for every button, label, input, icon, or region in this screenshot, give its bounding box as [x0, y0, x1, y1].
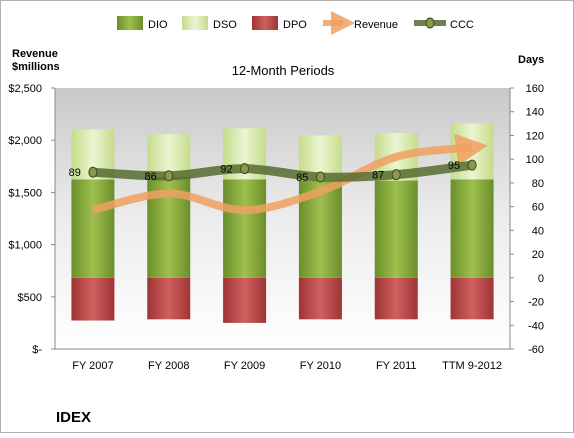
left-tick-label-5: $2,500 [8, 83, 42, 95]
ccc-label-1: 86 [145, 171, 157, 183]
bar-dpo-3 [298, 277, 342, 320]
bar-dio-4 [374, 180, 418, 278]
right-tick-label-7: 80 [532, 178, 544, 190]
legend-label-dpo: DPO [283, 19, 307, 31]
right-tick-label-9: 120 [526, 130, 544, 142]
right-tick-label-0: -60 [528, 344, 544, 356]
left-axis-title-line1: Revenue [12, 48, 58, 60]
legend-swatch-dpo [252, 16, 278, 30]
ccc-point-0 [88, 166, 98, 178]
legend-marker-ccc [425, 17, 435, 29]
ccc-label-0: 89 [69, 167, 81, 179]
ccc-label-4: 87 [372, 170, 384, 182]
bar-dso-1 [147, 134, 191, 177]
left-tick-label-1: $500 [18, 292, 42, 304]
right-tick-label-10: 140 [526, 107, 544, 119]
x-tick-label-4: FY 2011 [376, 360, 417, 372]
bar-dpo-4 [374, 277, 418, 320]
ccc-line [88, 160, 477, 182]
chart-title: 12-Month Periods [232, 63, 335, 78]
left-tick-label-3: $1,500 [8, 187, 42, 199]
bar-dpo-0 [71, 277, 115, 321]
right-tick-label-8: 100 [526, 154, 544, 166]
bar-dio-0 [71, 179, 115, 278]
x-tick-label-0: FY 2007 [72, 360, 113, 372]
bar-dio-5 [450, 179, 494, 278]
ccc-point-1 [164, 170, 174, 182]
x-tick-label-5: TTM 9-2012 [442, 360, 502, 372]
ccc-label-5: 95 [448, 160, 460, 172]
x-tick-label-3: FY 2010 [300, 360, 341, 372]
right-tick-label-5: 40 [532, 225, 544, 237]
bar-dpo-2 [223, 277, 267, 323]
lines-layer: 89 86 92 85 87 95 [69, 133, 488, 215]
ccc-point-4 [391, 169, 401, 181]
legend: DIO DSO DPO Revenue CCC [117, 11, 474, 35]
left-tick-label-4: $2,000 [8, 135, 42, 147]
ccc-label-2: 92 [220, 164, 232, 176]
x-tick-label-2: FY 2009 [224, 360, 265, 372]
ccc-point-5 [467, 159, 477, 171]
legend-swatch-dso [182, 16, 208, 30]
right-tick-label-3: 0 [538, 273, 544, 285]
bar-dpo-1 [147, 277, 191, 320]
right-tick-label-4: 20 [532, 249, 544, 261]
ccc-label-3: 85 [296, 172, 308, 184]
right-tick-label-11: 160 [526, 83, 544, 95]
ccc-point-3 [315, 171, 325, 183]
right-tick-label-6: 60 [532, 202, 544, 214]
bar-dio-2 [223, 179, 267, 278]
legend-label-ccc: CCC [450, 19, 474, 31]
legend-label-dso: DSO [213, 19, 237, 31]
ccc-point-2 [240, 163, 250, 175]
bar-dpo-5 [450, 277, 494, 320]
axes-layer: FY 2007 FY 2008 FY 2009 FY 2010 FY 2011 TTM 9… [8, 83, 544, 372]
plot-area [55, 88, 510, 349]
right-tick-label-2: -20 [528, 297, 544, 309]
legend-label-revenue: Revenue [354, 19, 398, 31]
revenue-line [91, 133, 488, 215]
right-axis-title: Days [518, 54, 544, 66]
legend-label-dio: DIO [148, 19, 168, 31]
x-tick-label-1: FY 2008 [148, 360, 189, 372]
left-axis-title-line2: $millions [12, 61, 60, 73]
left-tick-label-0: $- [32, 344, 42, 356]
legend-swatch-dio [117, 16, 143, 30]
company-label: IDEX [56, 409, 91, 426]
left-tick-label-2: $1,000 [8, 240, 42, 252]
right-tick-label-1: -40 [528, 320, 544, 332]
